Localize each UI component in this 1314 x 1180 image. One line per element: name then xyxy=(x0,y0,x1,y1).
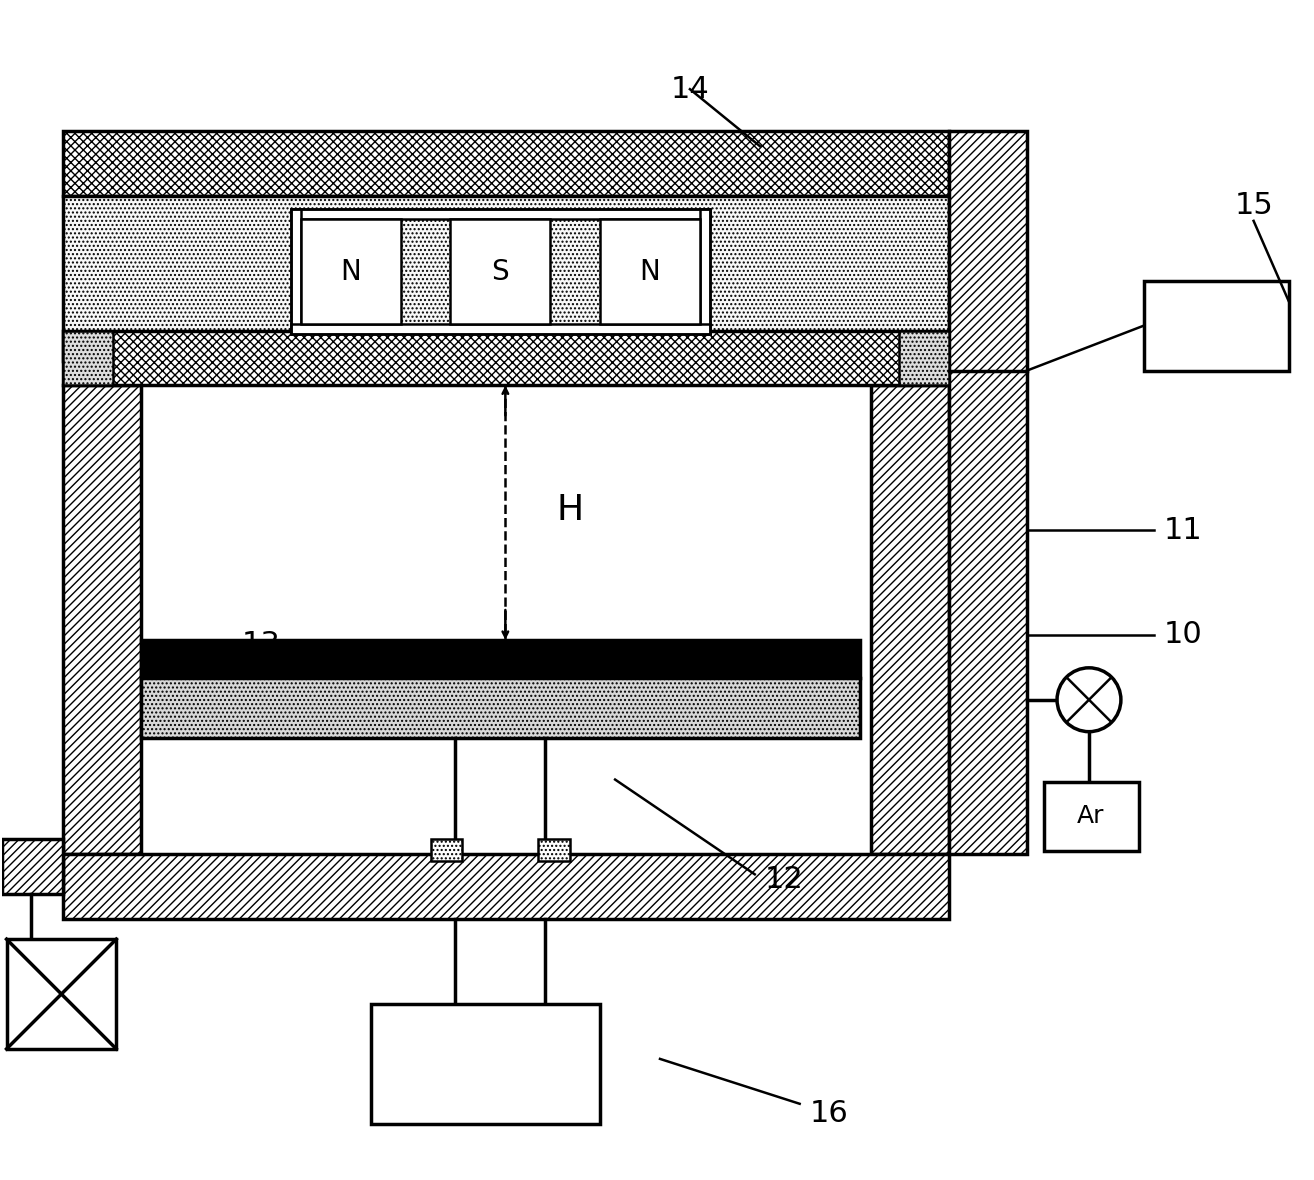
Bar xyxy=(899,330,949,386)
Bar xyxy=(371,1004,600,1123)
Bar xyxy=(301,218,401,323)
Bar xyxy=(700,209,710,334)
Bar xyxy=(63,330,113,386)
Bar xyxy=(141,640,859,677)
Bar xyxy=(600,218,700,323)
Text: 11: 11 xyxy=(1164,516,1202,545)
Text: 15: 15 xyxy=(1234,191,1273,221)
Bar xyxy=(949,131,1028,854)
Bar xyxy=(141,677,859,738)
Bar xyxy=(63,196,949,361)
Text: N: N xyxy=(640,257,661,286)
Text: S: S xyxy=(491,257,510,286)
Bar xyxy=(290,209,301,334)
Circle shape xyxy=(1056,668,1121,732)
Bar xyxy=(63,330,949,386)
Bar xyxy=(63,854,949,919)
Bar xyxy=(1,839,63,894)
Bar xyxy=(290,323,710,334)
Text: 16: 16 xyxy=(809,1100,849,1128)
Text: N: N xyxy=(340,257,361,286)
Bar xyxy=(1144,281,1289,371)
Text: 12: 12 xyxy=(765,865,803,893)
Bar xyxy=(451,218,551,323)
Bar xyxy=(63,386,141,854)
Bar xyxy=(290,209,710,334)
Text: 10: 10 xyxy=(1164,621,1202,649)
Text: H: H xyxy=(557,493,583,527)
Text: Ar: Ar xyxy=(1077,805,1105,828)
Text: 13: 13 xyxy=(242,630,280,660)
Bar xyxy=(431,839,463,861)
Bar xyxy=(871,386,949,854)
Bar xyxy=(539,839,570,861)
Bar xyxy=(63,131,949,196)
Text: 14: 14 xyxy=(670,74,710,104)
Bar xyxy=(1045,781,1139,852)
Bar xyxy=(290,209,710,218)
Bar xyxy=(7,939,116,1049)
